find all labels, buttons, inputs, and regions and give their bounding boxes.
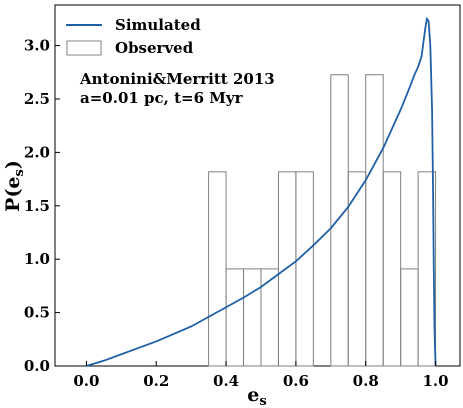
plot-frame	[54, 4, 461, 367]
histogram-bar-7	[347, 171, 367, 367]
histogram-bar-11	[417, 171, 437, 367]
y-tick-label-3: 1.5	[24, 197, 50, 215]
y-axis-label: P(es)	[2, 160, 27, 212]
y-axis-ticks: 0.0 0.5 1.0 1.5 2.0 2.5 3.0	[24, 37, 60, 375]
histogram-bar-2	[243, 268, 262, 367]
x-tick-label-5: 1.0	[423, 372, 449, 390]
y-tick-label-4: 2.0	[24, 143, 50, 161]
legend-label-simulated: Simulated	[115, 16, 201, 34]
y-tick-label-2: 1.0	[24, 250, 50, 268]
y-tick-label-0: 0.0	[24, 357, 50, 375]
simulated-line	[86, 16, 437, 367]
legend-bar-swatch	[66, 40, 102, 56]
histogram-bar-6	[330, 74, 349, 367]
histogram-bar-1	[225, 268, 245, 367]
legend: Simulated Observed	[66, 16, 201, 57]
histogram-bar-4	[277, 171, 297, 367]
annotation-line-2: a=0.01 pc, t=6 Myr	[80, 89, 244, 107]
x-tick-label-4: 0.8	[353, 372, 379, 390]
y-tick-label-6: 3.0	[24, 37, 50, 55]
x-axis-ticks: 0.0 0.2 0.4 0.6 0.8 1.0	[73, 361, 449, 390]
histogram-bar-8	[365, 74, 384, 367]
histogram-bar-10	[400, 268, 419, 367]
histogram-bar-0	[208, 171, 227, 367]
x-tick-label-2: 0.4	[213, 372, 239, 390]
legend-label-observed: Observed	[115, 39, 194, 57]
annotation-line-1: Antonini&Merritt 2013	[79, 70, 275, 88]
y-tick-label-5: 2.5	[24, 90, 50, 108]
histogram-bar-3	[260, 268, 279, 367]
x-tick-label-1: 0.2	[143, 372, 169, 390]
histogram-bars	[208, 74, 437, 367]
x-tick-label-3: 0.6	[283, 372, 309, 390]
histogram-bar-9	[382, 171, 402, 367]
x-axis-label: es	[247, 384, 266, 408]
y-tick-label-1: 0.5	[24, 304, 50, 322]
histogram-bar-5	[295, 171, 314, 367]
x-tick-label-0: 0.0	[73, 372, 99, 390]
